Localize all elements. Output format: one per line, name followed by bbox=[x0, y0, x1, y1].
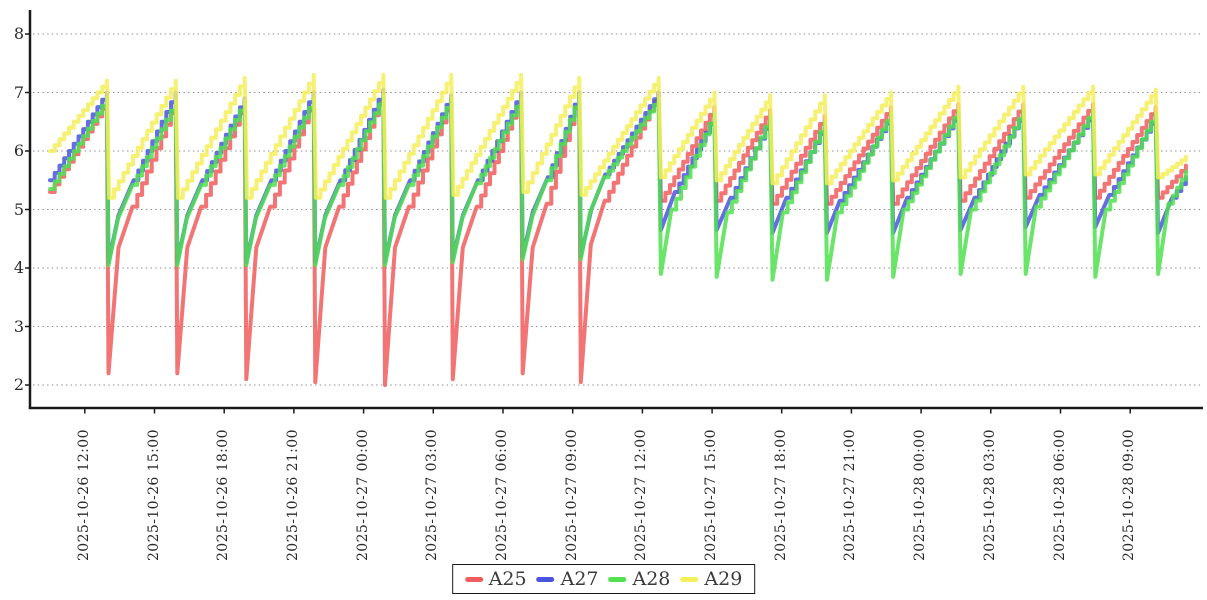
legend-item-a25[interactable]: A25 bbox=[464, 568, 527, 590]
x-tick-label: 2025-10-28 03:00 bbox=[981, 429, 998, 561]
y-tick-label: 2 bbox=[13, 375, 24, 394]
y-tick-label: 6 bbox=[13, 141, 24, 160]
legend-label-a27: A27 bbox=[560, 568, 599, 590]
x-tick-label: 2025-10-27 00:00 bbox=[354, 429, 371, 561]
legend-label-a25: A25 bbox=[488, 568, 527, 590]
x-tick-label: 2025-10-26 15:00 bbox=[145, 429, 162, 561]
legend-swatch-a27 bbox=[536, 576, 555, 582]
y-tick-label: 3 bbox=[13, 316, 24, 336]
x-tick-label: 2025-10-27 06:00 bbox=[494, 429, 510, 561]
y-tick-label: 7 bbox=[13, 82, 24, 102]
x-tick-label: 2025-10-27 09:00 bbox=[563, 429, 580, 561]
x-tick-label: 2025-10-27 03:00 bbox=[424, 429, 441, 561]
x-tick-label: 2025-10-26 12:00 bbox=[75, 429, 92, 561]
x-tick-label: 2025-10-28 06:00 bbox=[1051, 429, 1068, 561]
x-tick-label: 2025-10-26 21:00 bbox=[284, 429, 301, 561]
x-tick-label: 2025-10-28 00:00 bbox=[912, 429, 929, 561]
x-tick-label: 2025-10-27 18:00 bbox=[772, 429, 789, 561]
y-tick-label: 5 bbox=[13, 199, 24, 219]
legend-label-a29: A29 bbox=[704, 568, 743, 590]
x-tick-label: 2025-10-26 18:00 bbox=[215, 429, 232, 561]
series-line-a29 bbox=[48, 72, 1188, 200]
x-tick-label: 2025-10-27 15:00 bbox=[703, 429, 720, 561]
legend-item-a27[interactable]: A27 bbox=[536, 568, 599, 590]
legend-label-a28: A28 bbox=[632, 568, 671, 590]
x-tick-label: 2025-10-27 12:00 bbox=[633, 429, 650, 561]
legend-item-a28[interactable]: A28 bbox=[608, 568, 671, 590]
y-tick-label: 8 bbox=[13, 24, 24, 43]
series-line-a25 bbox=[48, 90, 1188, 387]
x-tick-label: 2025-10-27 21:00 bbox=[842, 429, 859, 561]
legend: A25 A27 A28 A29 bbox=[451, 564, 756, 594]
legend-item-a29[interactable]: A29 bbox=[680, 568, 742, 590]
legend-swatch-a25 bbox=[464, 576, 483, 582]
x-tick-label: 2025-10-28 09:00 bbox=[1121, 429, 1138, 561]
legend-swatch-a28 bbox=[608, 576, 627, 582]
legend-swatch-a29 bbox=[680, 576, 699, 582]
y-tick-label: 4 bbox=[13, 258, 24, 277]
